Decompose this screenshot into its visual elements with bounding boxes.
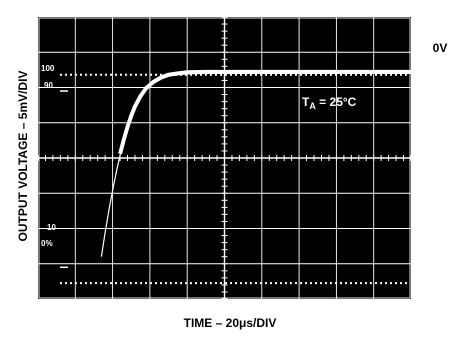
x-axis-label: TIME – 20μs/DIV [184,316,277,330]
trace-group [100,69,411,257]
annotation-rest: = 25°C [316,95,357,109]
annotation-main: T [302,95,310,109]
reference-label-0v: 0V [433,41,448,55]
y-axis-label: OUTPUT VOLTAGE – 5mV/DIV [16,71,30,242]
trace-band [118,69,411,155]
annotation-subscript: A [309,101,316,111]
percent-marker-90: 90 [44,81,53,90]
graticule [37,16,412,300]
percent-marker-10: 10 [47,223,56,232]
percent-marker-100: 100 [41,64,55,73]
percent-marker-0: 0% [41,239,53,248]
temperature-annotation: TA = 25°C [302,95,357,111]
